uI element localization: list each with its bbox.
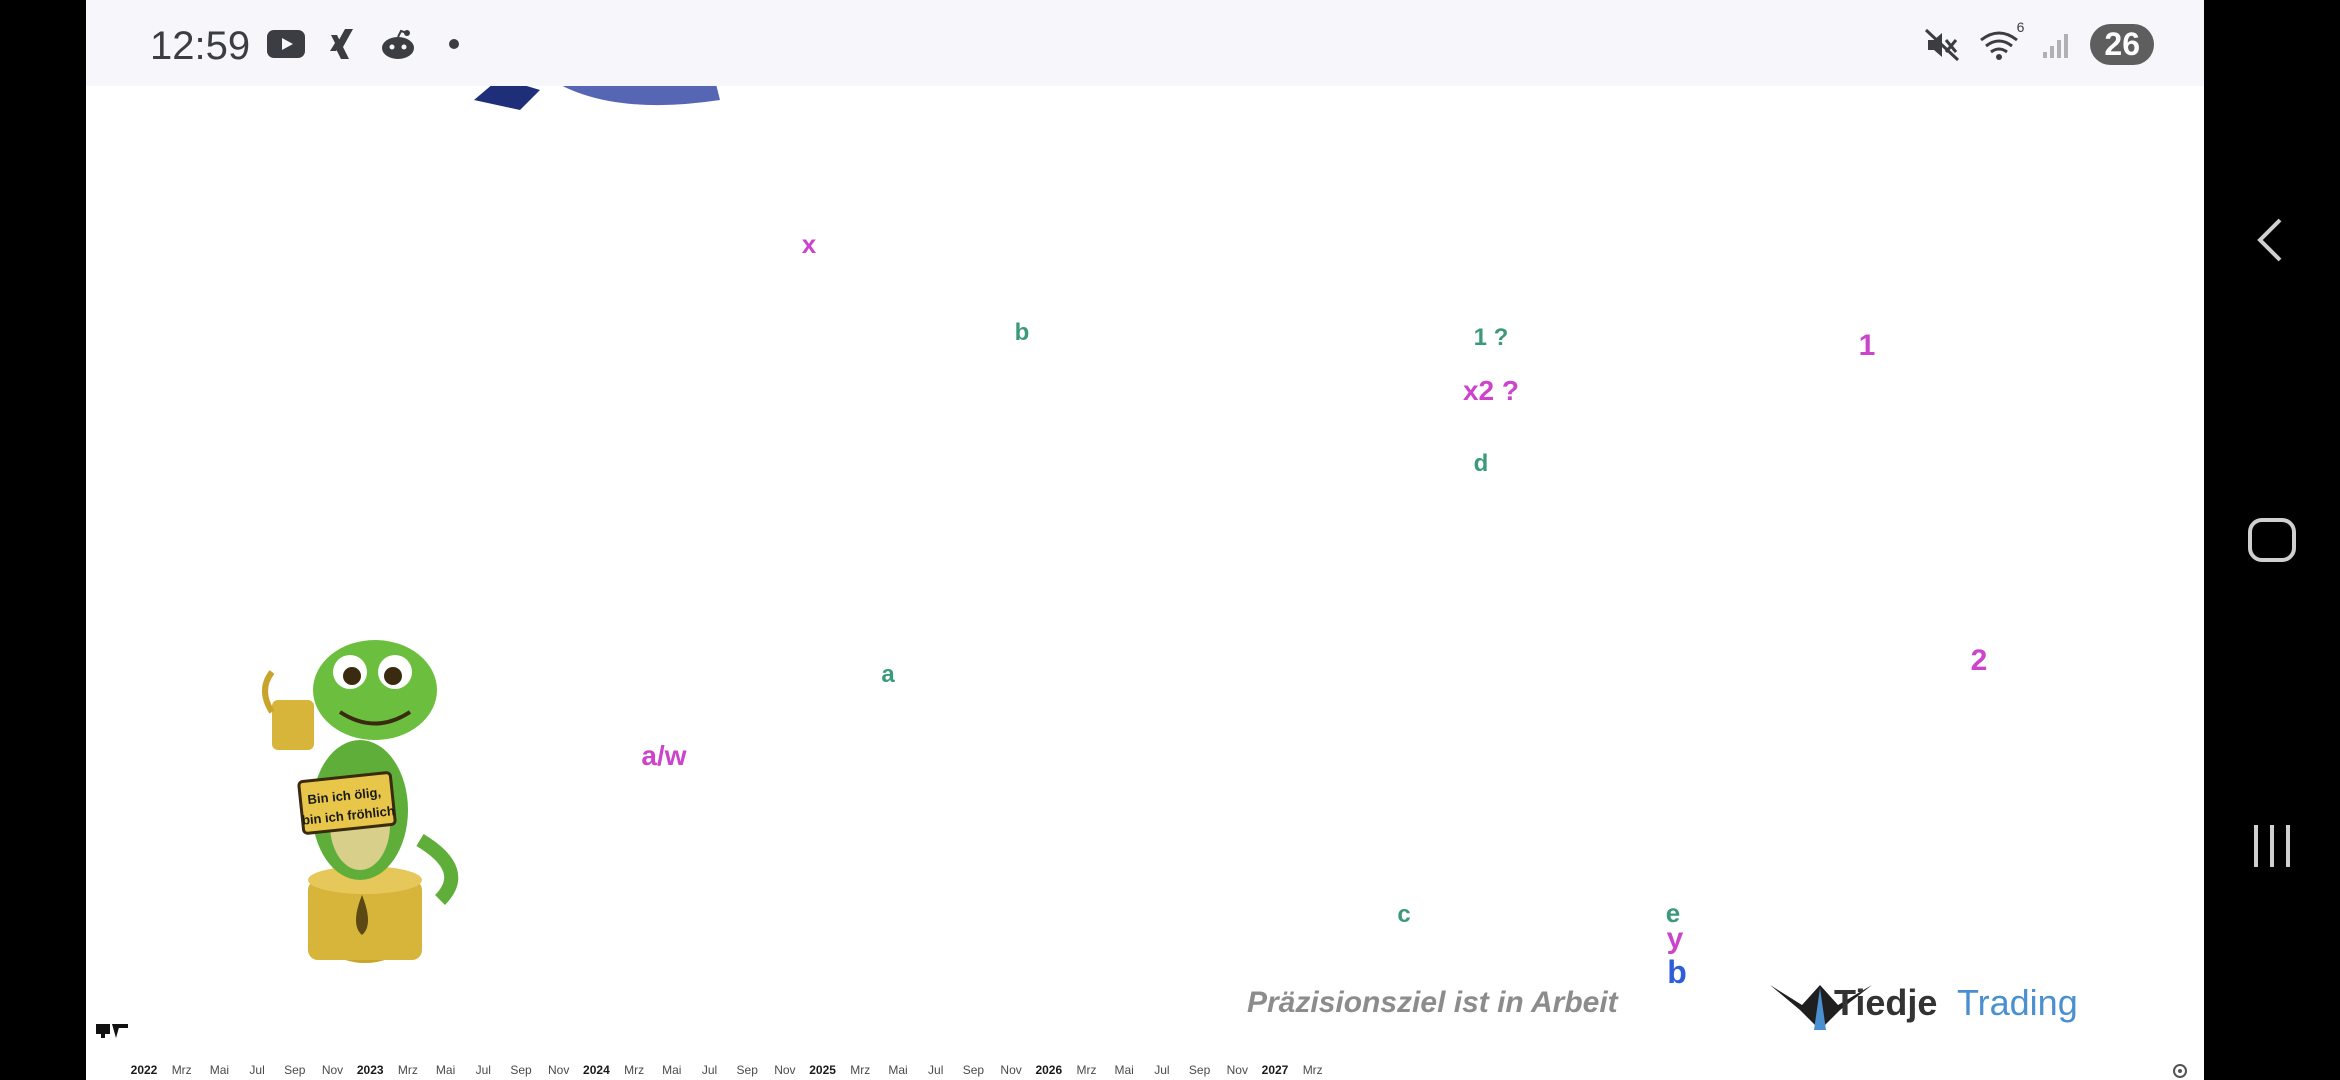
wave-label: 1 ? (1474, 324, 1509, 351)
brand-name-part1: Tiedje (1834, 982, 1937, 1023)
x-tick-label: Mai (1115, 1063, 1134, 1077)
x-tick-label: Nov (322, 1063, 343, 1077)
x-tick-label: Sep (284, 1063, 306, 1077)
x-tick-label: 2027 (1262, 1063, 1289, 1077)
navigation-bar (2204, 0, 2340, 1080)
wave-label: 1 (1859, 329, 1876, 362)
x-tick-label: Nov (1227, 1063, 1248, 1077)
x-tick-label: Mrz (398, 1063, 418, 1077)
x-tick-label: 2025 (809, 1063, 836, 1077)
settings-gear-icon[interactable] (2173, 1064, 2187, 1078)
x-tick-label: 2022 (131, 1063, 158, 1077)
x-tick-label: Mai (662, 1063, 681, 1077)
x-tick-label: Mrz (850, 1063, 870, 1077)
youtube-icon (266, 24, 306, 64)
wifi-icon: 6 (1976, 19, 2024, 65)
reddit-icon (378, 24, 418, 64)
x-tick-label: Nov (1000, 1063, 1021, 1077)
recents-bars-icon (2254, 825, 2290, 867)
home-square-icon (2248, 518, 2296, 562)
mute-icon (1922, 25, 1962, 65)
status-time: 12:59 (150, 24, 251, 68)
x-tick-label: Jul (928, 1063, 943, 1077)
x-tick-label: Mai (888, 1063, 907, 1077)
status-bar: 12:59 6 26 (86, 0, 2204, 86)
wave-label: c (1397, 901, 1410, 928)
x-tick-label: Sep (963, 1063, 985, 1077)
wave-label: a/w (641, 740, 686, 771)
x-tick-label: Mrz (1303, 1063, 1323, 1077)
battery-indicator: 26 (2090, 24, 2154, 65)
mascot-illustration: Bin ich ölig, bin ich fröhlich (262, 640, 459, 963)
recents-button[interactable] (2242, 815, 2302, 875)
wave-label: b (1667, 954, 1687, 990)
x-tick-label: Jul (249, 1063, 264, 1077)
x-tick-label: Sep (1189, 1063, 1211, 1077)
x-tick-label: Nov (548, 1063, 569, 1077)
home-button[interactable] (2242, 510, 2302, 570)
xing-icon (322, 24, 362, 64)
wave-label: e (1666, 898, 1680, 928)
x-tick-label: Mai (210, 1063, 229, 1077)
back-button[interactable] (2242, 210, 2302, 270)
wifi-badge: 6 (2016, 18, 2025, 35)
x-tick-label: Mai (436, 1063, 455, 1077)
wave-label: 2 (1971, 644, 1988, 677)
x-tick-label: Nov (774, 1063, 795, 1077)
brand-logo: Tiedje Trading (1770, 982, 2078, 1030)
x-tick-label: Sep (737, 1063, 759, 1077)
x-tick-label: Mrz (1077, 1063, 1097, 1077)
x-tick-label: Mrz (624, 1063, 644, 1077)
wave-label: x (802, 229, 817, 259)
x-tick-label: Mrz (172, 1063, 192, 1077)
wave-label: y (1667, 922, 1684, 955)
signal-icon (2036, 25, 2076, 65)
x-tick-label: Jul (1154, 1063, 1169, 1077)
x-tick-label: 2024 (583, 1063, 610, 1077)
platform-logo-icon[interactable] (96, 1024, 128, 1038)
wave-label: b (1015, 319, 1030, 346)
x-tick-label: Sep (510, 1063, 532, 1077)
caption-text: Präzisionsziel ist in Arbeit (1247, 986, 1620, 1019)
x-tick-label: Jul (476, 1063, 491, 1077)
chart-background (86, 0, 2204, 1080)
notification-dot-icon (434, 24, 474, 64)
x-tick-label: 2023 (357, 1063, 384, 1077)
wave-label: a (881, 661, 895, 688)
x-tick-label: Jul (702, 1063, 717, 1077)
x-tick-label: 2026 (1035, 1063, 1062, 1077)
brand-name-part2: Trading (1957, 982, 2078, 1023)
x-axis[interactable]: 2022 Mrz Mai Jul Sep Nov 2023 Mrz Mai Jul Sep Nov 20… (131, 1063, 1323, 1077)
wave-label: d (1474, 450, 1489, 477)
wave-label: x2 ? (1463, 375, 1519, 406)
back-chevron-icon (2257, 218, 2282, 262)
